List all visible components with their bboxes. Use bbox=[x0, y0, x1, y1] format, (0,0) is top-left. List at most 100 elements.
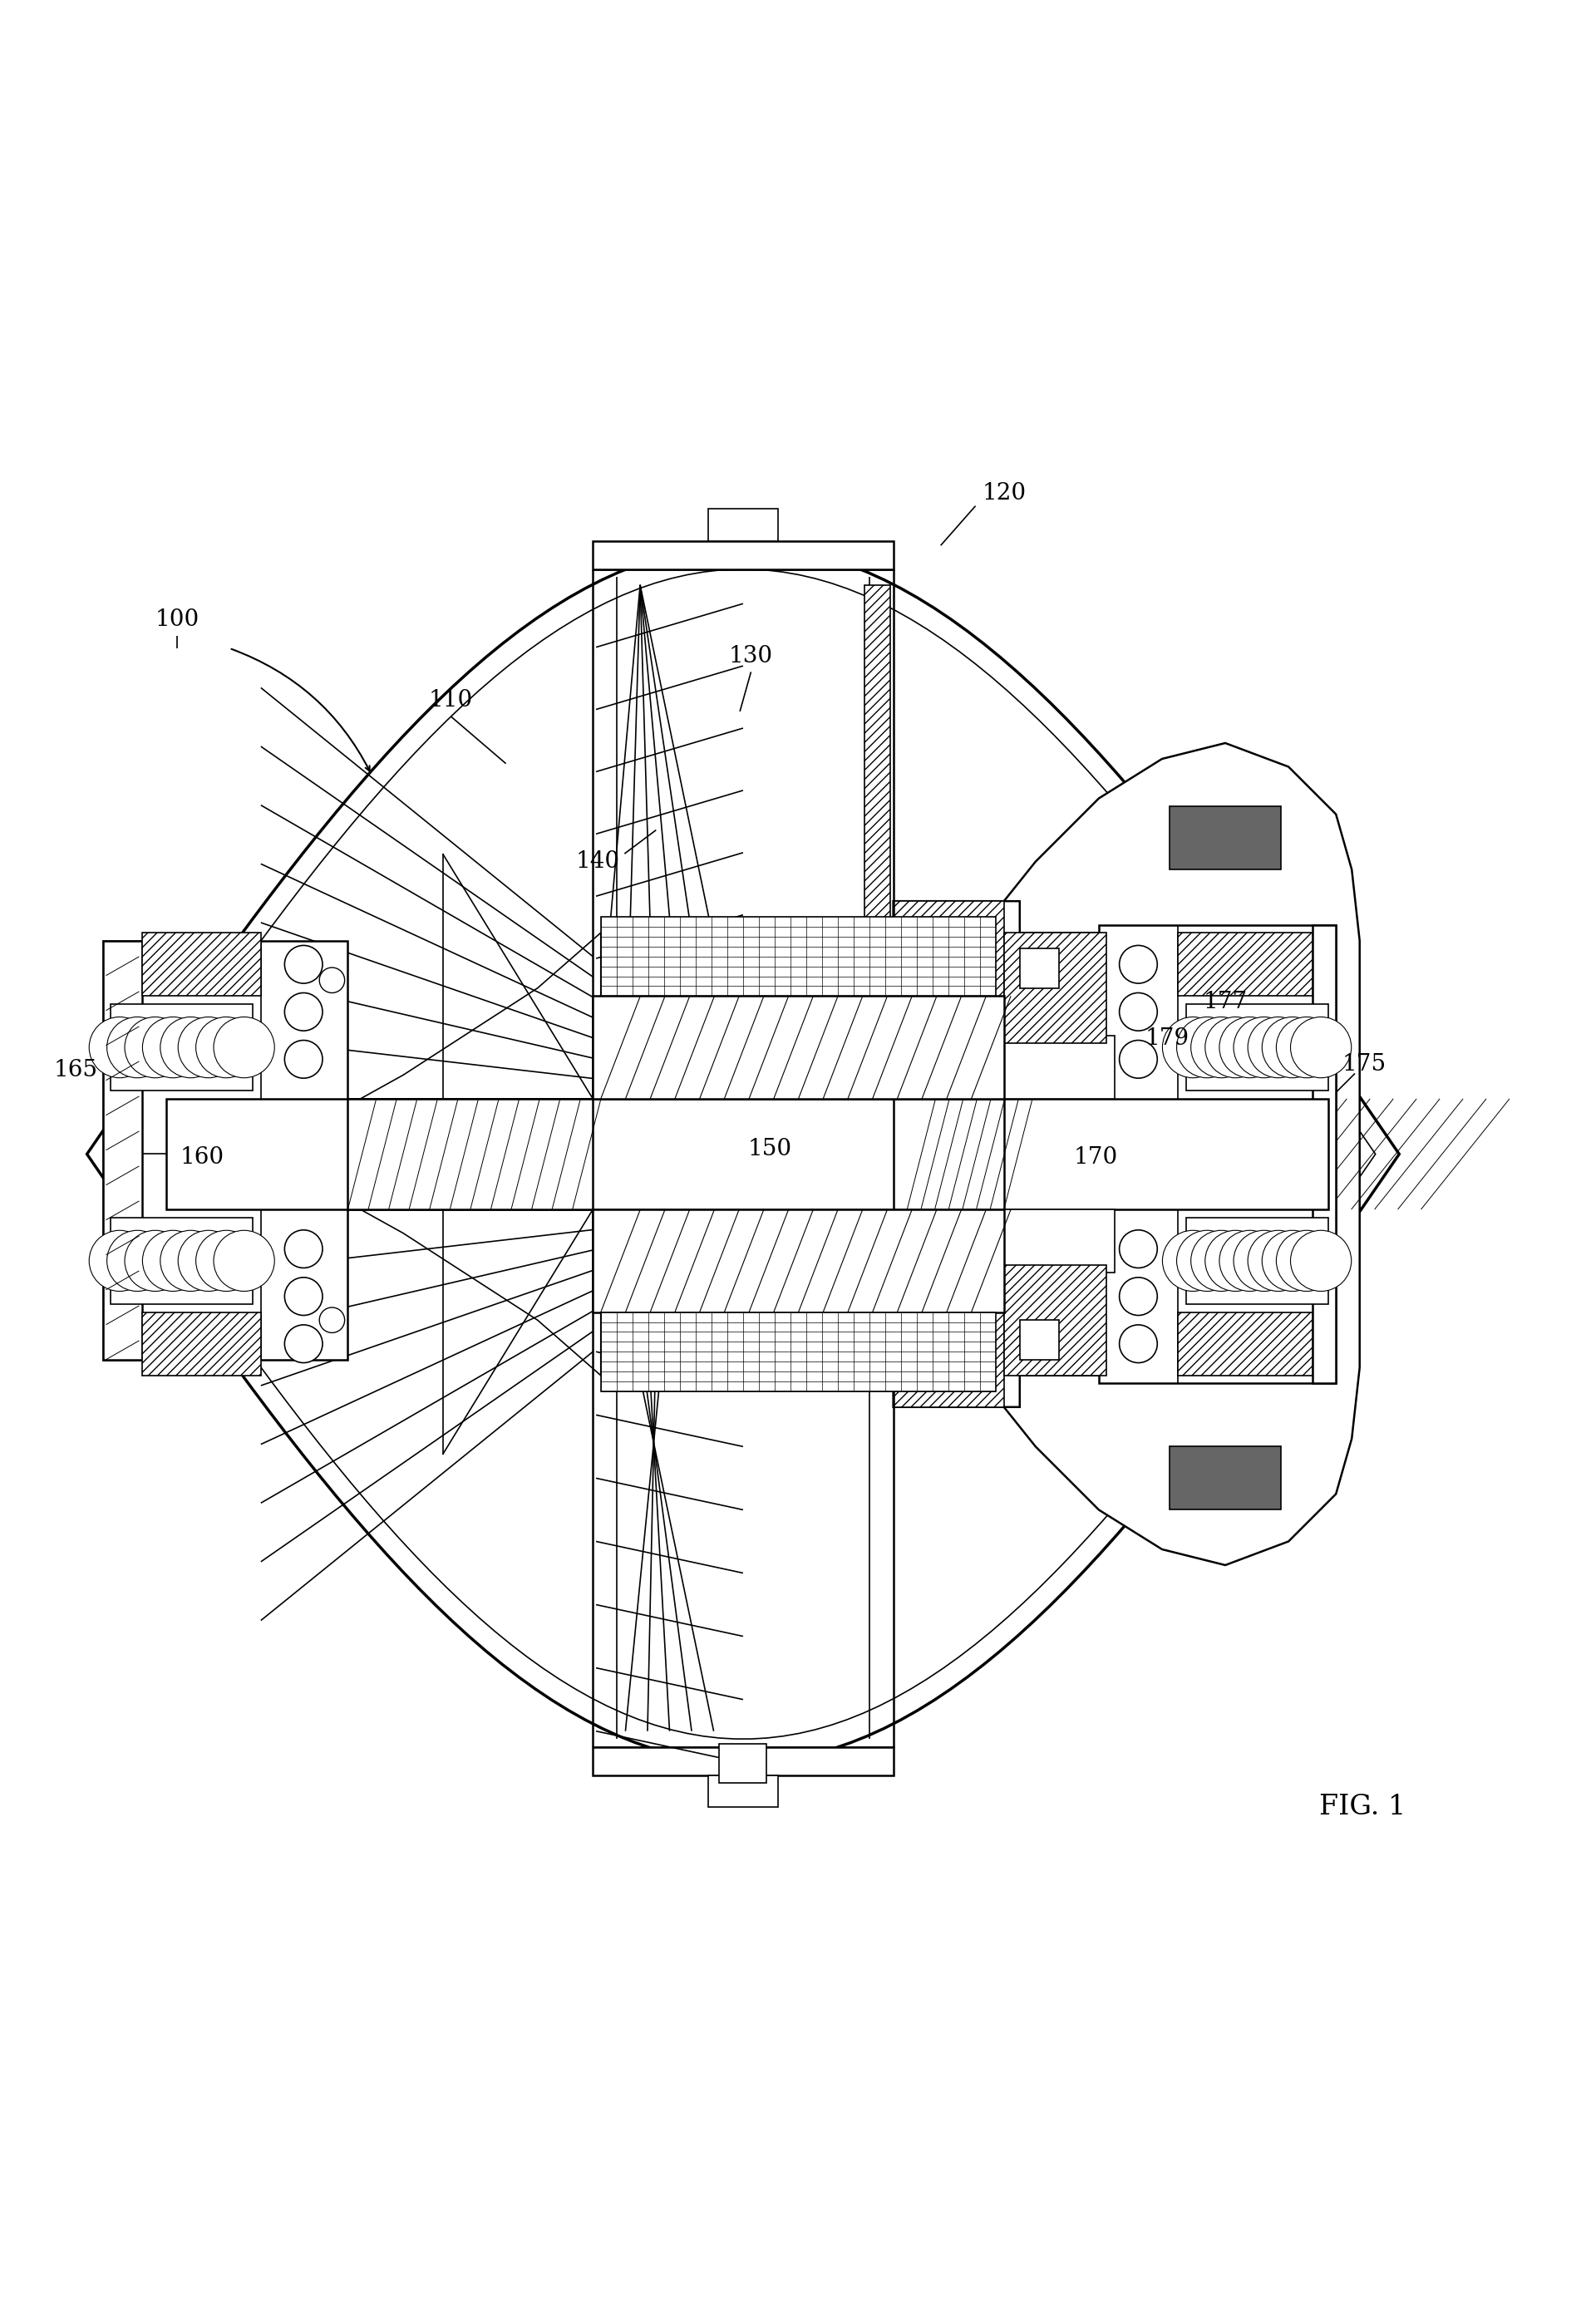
Circle shape bbox=[1119, 1325, 1157, 1362]
Circle shape bbox=[1190, 1018, 1252, 1078]
Circle shape bbox=[89, 1229, 150, 1292]
Text: FIG. 1: FIG. 1 bbox=[1320, 1794, 1406, 1820]
Circle shape bbox=[285, 992, 323, 1032]
Bar bbox=[1170, 806, 1281, 869]
Circle shape bbox=[1162, 1018, 1224, 1078]
Circle shape bbox=[319, 1308, 345, 1332]
Circle shape bbox=[142, 1018, 204, 1078]
Bar bbox=[593, 1208, 1004, 1313]
Polygon shape bbox=[893, 902, 1312, 1406]
Circle shape bbox=[1205, 1229, 1266, 1292]
Bar bbox=[1004, 1274, 1067, 1336]
Circle shape bbox=[1233, 1229, 1295, 1292]
Bar bbox=[996, 1218, 1043, 1264]
Circle shape bbox=[1276, 1018, 1338, 1078]
Polygon shape bbox=[1004, 744, 1360, 1564]
Bar bbox=[708, 1776, 778, 1808]
Circle shape bbox=[142, 1229, 204, 1292]
Text: 130: 130 bbox=[729, 644, 773, 667]
Bar bbox=[1020, 1320, 1059, 1360]
Circle shape bbox=[1290, 1018, 1352, 1078]
Bar bbox=[719, 1743, 767, 1783]
Circle shape bbox=[213, 1018, 275, 1078]
Text: 110: 110 bbox=[428, 690, 473, 711]
Bar bbox=[893, 1099, 1004, 1208]
Bar bbox=[1178, 932, 1312, 997]
Bar bbox=[1178, 1313, 1312, 1376]
Bar bbox=[103, 941, 142, 1360]
Bar bbox=[996, 1043, 1043, 1090]
Text: 177: 177 bbox=[1203, 990, 1247, 1013]
Bar bbox=[1004, 1264, 1107, 1376]
Circle shape bbox=[1276, 1229, 1338, 1292]
Bar bbox=[166, 1099, 1328, 1208]
Circle shape bbox=[1262, 1018, 1323, 1078]
Bar bbox=[1170, 1446, 1281, 1511]
Circle shape bbox=[196, 1229, 256, 1292]
Circle shape bbox=[1119, 992, 1157, 1032]
Circle shape bbox=[1219, 1229, 1281, 1292]
Circle shape bbox=[1233, 1018, 1295, 1078]
Circle shape bbox=[1262, 1229, 1323, 1292]
Bar bbox=[593, 997, 1004, 1099]
Bar bbox=[111, 1218, 253, 1304]
Circle shape bbox=[285, 1325, 323, 1362]
Bar bbox=[1004, 971, 1067, 1037]
Circle shape bbox=[179, 1229, 239, 1292]
Bar bbox=[1004, 1208, 1115, 1274]
Circle shape bbox=[1176, 1018, 1238, 1078]
Circle shape bbox=[1119, 1041, 1157, 1078]
Circle shape bbox=[1205, 1018, 1266, 1078]
Circle shape bbox=[1162, 1229, 1224, 1292]
Circle shape bbox=[125, 1229, 185, 1292]
Bar bbox=[111, 1004, 253, 1090]
Circle shape bbox=[319, 967, 345, 992]
Circle shape bbox=[160, 1229, 221, 1292]
Text: 165: 165 bbox=[54, 1060, 98, 1081]
Circle shape bbox=[1119, 946, 1157, 983]
Circle shape bbox=[285, 1229, 323, 1269]
Circle shape bbox=[285, 946, 323, 983]
Circle shape bbox=[89, 1018, 150, 1078]
Circle shape bbox=[1119, 1229, 1157, 1269]
Text: 100: 100 bbox=[155, 609, 199, 630]
Text: 179: 179 bbox=[1145, 1027, 1189, 1050]
Text: 140: 140 bbox=[575, 851, 620, 874]
Circle shape bbox=[125, 1018, 185, 1078]
Text: 170: 170 bbox=[1073, 1146, 1118, 1169]
Bar bbox=[1186, 1218, 1328, 1304]
Bar bbox=[893, 1208, 1004, 1406]
Circle shape bbox=[196, 1018, 256, 1078]
Circle shape bbox=[108, 1229, 168, 1292]
Bar bbox=[1186, 1004, 1328, 1090]
Circle shape bbox=[1190, 1229, 1252, 1292]
Bar bbox=[601, 1313, 996, 1392]
Text: 120: 120 bbox=[982, 481, 1026, 504]
Circle shape bbox=[179, 1018, 239, 1078]
Polygon shape bbox=[261, 932, 601, 1155]
Bar bbox=[103, 941, 348, 1360]
Circle shape bbox=[1176, 1229, 1238, 1292]
Bar bbox=[1312, 925, 1336, 1383]
Bar bbox=[601, 918, 996, 997]
Circle shape bbox=[1119, 1278, 1157, 1315]
Bar bbox=[142, 932, 261, 997]
Bar bbox=[1020, 948, 1059, 988]
Circle shape bbox=[285, 1278, 323, 1315]
Bar bbox=[865, 586, 890, 1083]
Circle shape bbox=[1219, 1018, 1281, 1078]
Circle shape bbox=[1247, 1229, 1309, 1292]
Circle shape bbox=[213, 1229, 275, 1292]
Text: 150: 150 bbox=[748, 1139, 792, 1160]
Bar bbox=[593, 1748, 893, 1776]
Polygon shape bbox=[87, 546, 1399, 1762]
Bar bbox=[348, 1099, 593, 1208]
Text: 175: 175 bbox=[1342, 1053, 1387, 1076]
Circle shape bbox=[160, 1018, 221, 1078]
Polygon shape bbox=[111, 569, 1375, 1738]
Bar bbox=[142, 1313, 261, 1376]
Circle shape bbox=[1290, 1229, 1352, 1292]
Bar bbox=[1004, 1037, 1115, 1099]
Bar bbox=[1099, 925, 1336, 1383]
Bar bbox=[593, 541, 893, 569]
